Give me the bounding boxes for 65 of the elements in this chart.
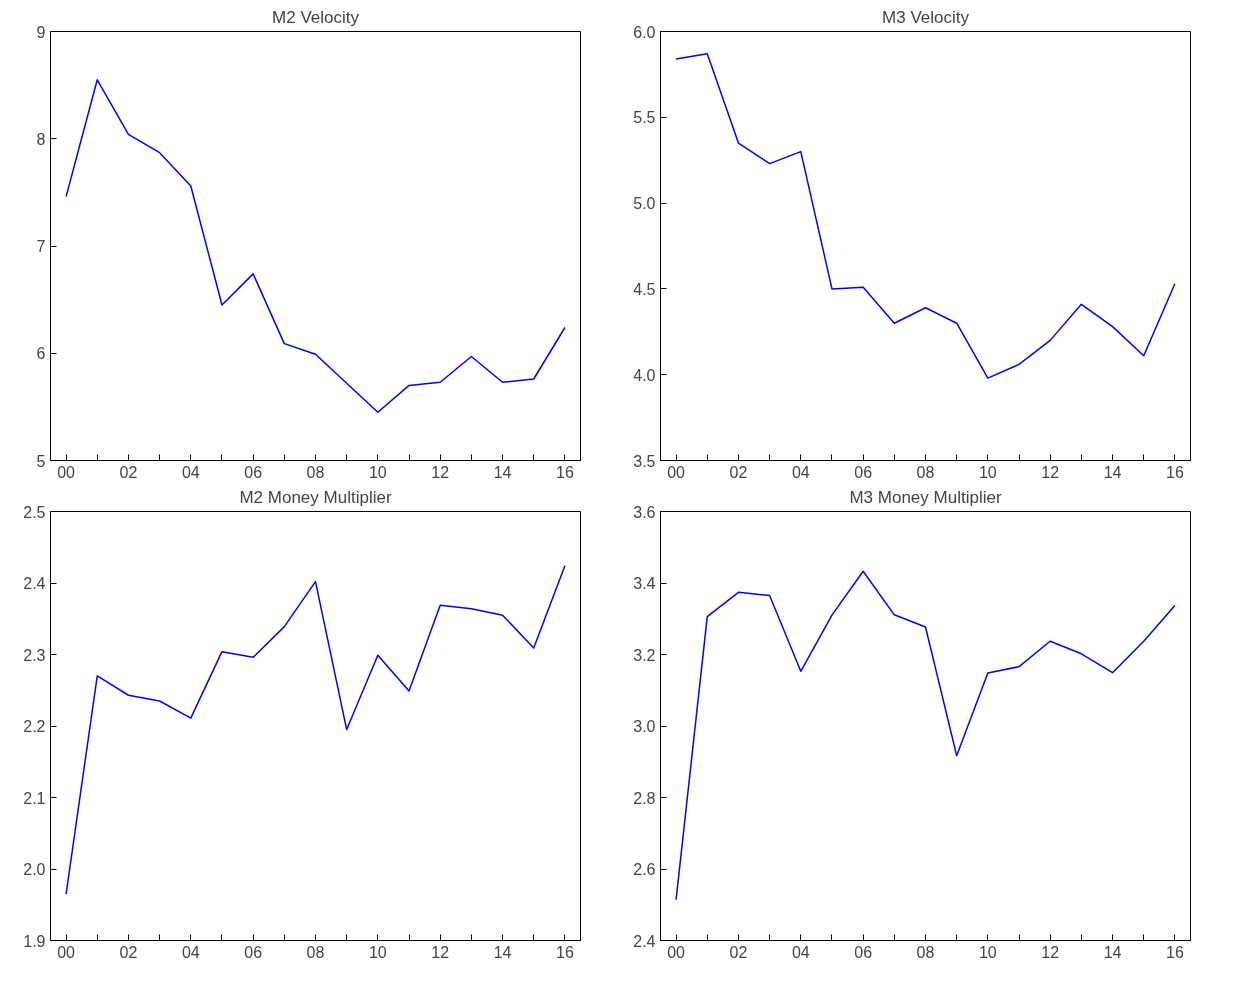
chart-title: M2 Velocity	[272, 7, 360, 27]
x-tick-label: 02	[119, 943, 138, 961]
y-tick-label: 4.5	[633, 280, 656, 298]
x-tick-label: 16	[1166, 463, 1184, 481]
y-tick-label: 1.9	[23, 932, 46, 950]
x-tick-label: 06	[244, 943, 263, 961]
y-tick-label: 2.3	[23, 646, 46, 664]
x-tick-label: 08	[916, 943, 935, 961]
x-tick-label: 10	[978, 463, 997, 481]
x-tick-label: 06	[244, 463, 263, 481]
x-tick-label: 08	[306, 463, 325, 481]
y-tick-label: 8	[36, 130, 46, 148]
y-tick-label: 2.1	[23, 789, 46, 807]
x-tick-label: 02	[729, 463, 748, 481]
x-tick-label: 16	[556, 463, 574, 481]
y-tick-label: 2.8	[633, 789, 656, 807]
x-tick-label: 08	[306, 943, 325, 961]
x-tick-label: 00	[57, 943, 76, 961]
x-tick-label: 06	[854, 463, 873, 481]
x-tick-label: 10	[978, 943, 997, 961]
x-tick-label: 06	[854, 943, 873, 961]
x-tick-label: 16	[1166, 943, 1184, 961]
y-tick-label: 3.2	[633, 646, 656, 664]
y-tick-label: 3.6	[633, 503, 656, 521]
x-tick-label: 00	[667, 943, 686, 961]
y-tick-label: 7	[36, 238, 46, 255]
x-tick-label: 12	[1041, 943, 1060, 961]
y-tick-label: 2.0	[23, 861, 46, 878]
y-tick-label: 2.5	[23, 503, 46, 521]
y-tick-label: 9	[36, 23, 46, 41]
x-tick-label: 00	[57, 463, 76, 481]
y-tick-label: 2.2	[23, 718, 46, 735]
chart-title: M2 Money Multiplier	[239, 487, 392, 507]
x-tick-label: 10	[368, 943, 387, 961]
y-tick-label: 4.0	[633, 366, 656, 384]
x-tick-label: 16	[556, 943, 574, 961]
y-tick-label: 5.5	[633, 109, 656, 127]
x-tick-label: 04	[791, 463, 810, 481]
x-tick-label: 14	[493, 943, 512, 961]
x-tick-label: 04	[181, 463, 200, 481]
y-tick-label: 3.0	[633, 718, 656, 735]
x-tick-label: 12	[431, 463, 450, 481]
x-tick-label: 04	[181, 943, 200, 961]
x-tick-label: 08	[916, 463, 935, 481]
x-tick-label: 00	[667, 463, 686, 481]
y-tick-label: 2.4	[23, 575, 46, 592]
x-tick-label: 12	[1041, 463, 1060, 481]
x-tick-label: 14	[1103, 943, 1122, 961]
x-tick-label: 12	[431, 943, 450, 961]
chart-title: M3 Money Multiplier	[849, 487, 1002, 507]
x-tick-label: 02	[119, 463, 138, 481]
chart-title: M3 Velocity	[882, 7, 970, 27]
x-tick-label: 02	[729, 943, 748, 961]
y-tick-label: 2.6	[633, 861, 656, 878]
x-tick-label: 10	[368, 463, 387, 481]
y-tick-label: 5	[36, 452, 46, 470]
y-tick-label: 2.4	[633, 932, 656, 950]
y-tick-label: 6	[36, 345, 46, 363]
x-tick-label: 14	[493, 463, 512, 481]
y-tick-label: 5.0	[633, 195, 656, 213]
y-tick-label: 3.5	[633, 452, 656, 470]
y-tick-label: 6.0	[633, 23, 656, 41]
y-tick-label: 3.4	[633, 575, 656, 592]
x-tick-label: 14	[1103, 463, 1122, 481]
x-tick-label: 04	[791, 943, 810, 961]
